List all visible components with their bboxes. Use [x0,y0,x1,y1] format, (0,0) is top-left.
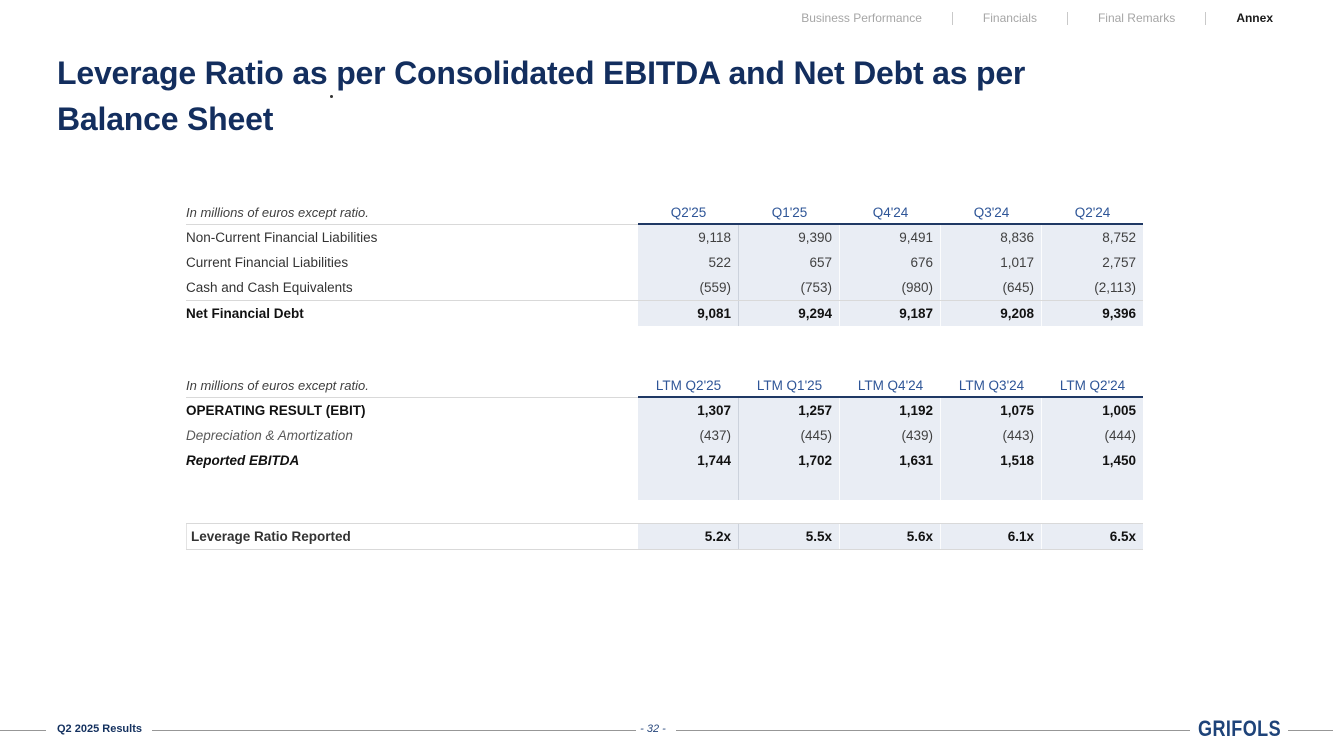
table-row-total: Net Financial Debt 9,081 9,294 9,187 9,2… [186,301,1143,326]
table-cell: (753) [739,275,840,300]
top-navigation: Business Performance Financials Final Re… [801,9,1273,27]
table-cell: 9,390 [739,225,840,250]
table-cell: 9,118 [638,225,739,250]
table-cell: 9,081 [638,301,739,326]
table-cell: (445) [739,423,840,448]
table-cell: 9,491 [840,225,941,250]
table-cell: 657 [739,250,840,275]
table-cell: (437) [638,423,739,448]
nav-separator [1205,11,1207,25]
table-cell: 2,757 [1042,250,1143,275]
table-cell: (444) [1042,423,1143,448]
table-cell-empty [739,473,840,500]
table-cell: 1,450 [1042,448,1143,473]
table-row: Non-Current Financial Liabilities 9,118 … [186,225,1143,250]
table-cell: 1,744 [638,448,739,473]
table-cell-empty [638,473,739,500]
table-cell: 5.2x [638,524,739,549]
nav-item-final-remarks[interactable]: Final Remarks [1097,11,1176,25]
footer-deck-title: Q2 2025 Results [57,723,142,735]
page-title-line1: Leverage Ratio as per Consolidated EBITD… [57,55,1026,91]
table-cell-empty [941,473,1042,500]
table-cell: (559) [638,275,739,300]
column-header: LTM Q1'25 [739,375,840,398]
row-label: Depreciation & Amortization [186,423,638,448]
page-title: Leverage Ratio as per Consolidated EBITD… [57,50,1287,142]
nav-item-business-performance[interactable]: Business Performance [801,11,922,25]
table-cell: 8,752 [1042,225,1143,250]
row-label: Net Financial Debt [186,301,638,326]
column-header: Q2'24 [1042,202,1143,225]
table-header-row: In millions of euros except ratio. Q2'25… [186,202,1143,225]
table-row: Reported EBITDA 1,744 1,702 1,631 1,518 … [186,448,1143,473]
page-title-line2: Balance Sheet [57,101,274,137]
table-row-empty [186,473,1143,500]
table-cell: 1,005 [1042,398,1143,423]
column-header: Q4'24 [840,202,941,225]
row-label: Non-Current Financial Liabilities [186,225,638,250]
nav-separator [951,11,953,25]
table-cell: 676 [840,250,941,275]
row-label: Leverage Ratio Reported [186,524,638,549]
row-label: Cash and Cash Equivalents [186,275,638,300]
column-header: Q2'25 [638,202,739,225]
table-cell: 1,257 [739,398,840,423]
table-cell: 8,836 [941,225,1042,250]
row-label-empty [186,473,638,500]
row-label: Current Financial Liabilities [186,250,638,275]
table-row: Current Financial Liabilities 522 657 67… [186,250,1143,275]
table-cell: 6.5x [1042,524,1143,549]
table-cell: 1,702 [739,448,840,473]
column-header: Q1'25 [739,202,840,225]
grifols-logo: GRIFOLS [1198,716,1282,741]
table-cell: 9,208 [941,301,1042,326]
page-number: - 32 - [640,723,666,735]
table-cell: 1,075 [941,398,1042,423]
stray-dot [330,95,333,98]
table-cell: 522 [638,250,739,275]
table-cell: 1,307 [638,398,739,423]
table-cell: 9,294 [739,301,840,326]
column-header: LTM Q2'24 [1042,375,1143,398]
nav-separator [1066,11,1068,25]
column-header: Q3'24 [941,202,1042,225]
column-header: LTM Q4'24 [840,375,941,398]
table-cell: (980) [840,275,941,300]
table-cell: 5.6x [840,524,941,549]
footer-rule [676,730,1190,731]
footer-rule [0,730,46,731]
nav-item-annex[interactable]: Annex [1236,11,1273,25]
table-cell: 1,631 [840,448,941,473]
table-cell: 9,187 [840,301,941,326]
ebitda-table: In millions of euros except ratio. LTM Q… [186,375,1143,500]
row-label: OPERATING RESULT (EBIT) [186,398,638,423]
table-cell: 1,518 [941,448,1042,473]
table-row: Cash and Cash Equivalents (559) (753) (9… [186,275,1143,301]
table-cell: (439) [840,423,941,448]
table-cell: 9,396 [1042,301,1143,326]
table-cell: 5.5x [739,524,840,549]
table-row: OPERATING RESULT (EBIT) 1,307 1,257 1,19… [186,398,1143,423]
table-note: In millions of euros except ratio. [186,375,638,398]
column-header: LTM Q3'24 [941,375,1042,398]
table-cell: (645) [941,275,1042,300]
table-cell: 1,192 [840,398,941,423]
footer-rule [152,730,636,731]
net-debt-table: In millions of euros except ratio. Q2'25… [186,202,1143,326]
table-cell: (443) [941,423,1042,448]
table-header-row: In millions of euros except ratio. LTM Q… [186,375,1143,398]
table-cell-empty [1042,473,1143,500]
table-row: Depreciation & Amortization (437) (445) … [186,423,1143,448]
column-header: LTM Q2'25 [638,375,739,398]
table-cell: (2,113) [1042,275,1143,300]
table-note: In millions of euros except ratio. [186,202,638,225]
leverage-ratio-row: Leverage Ratio Reported 5.2x 5.5x 5.6x 6… [186,523,1143,550]
footer-rule [1288,730,1333,731]
row-label: Reported EBITDA [186,448,638,473]
table-cell: 1,017 [941,250,1042,275]
table-cell: 6.1x [941,524,1042,549]
table-cell-empty [840,473,941,500]
nav-item-financials[interactable]: Financials [982,11,1037,25]
